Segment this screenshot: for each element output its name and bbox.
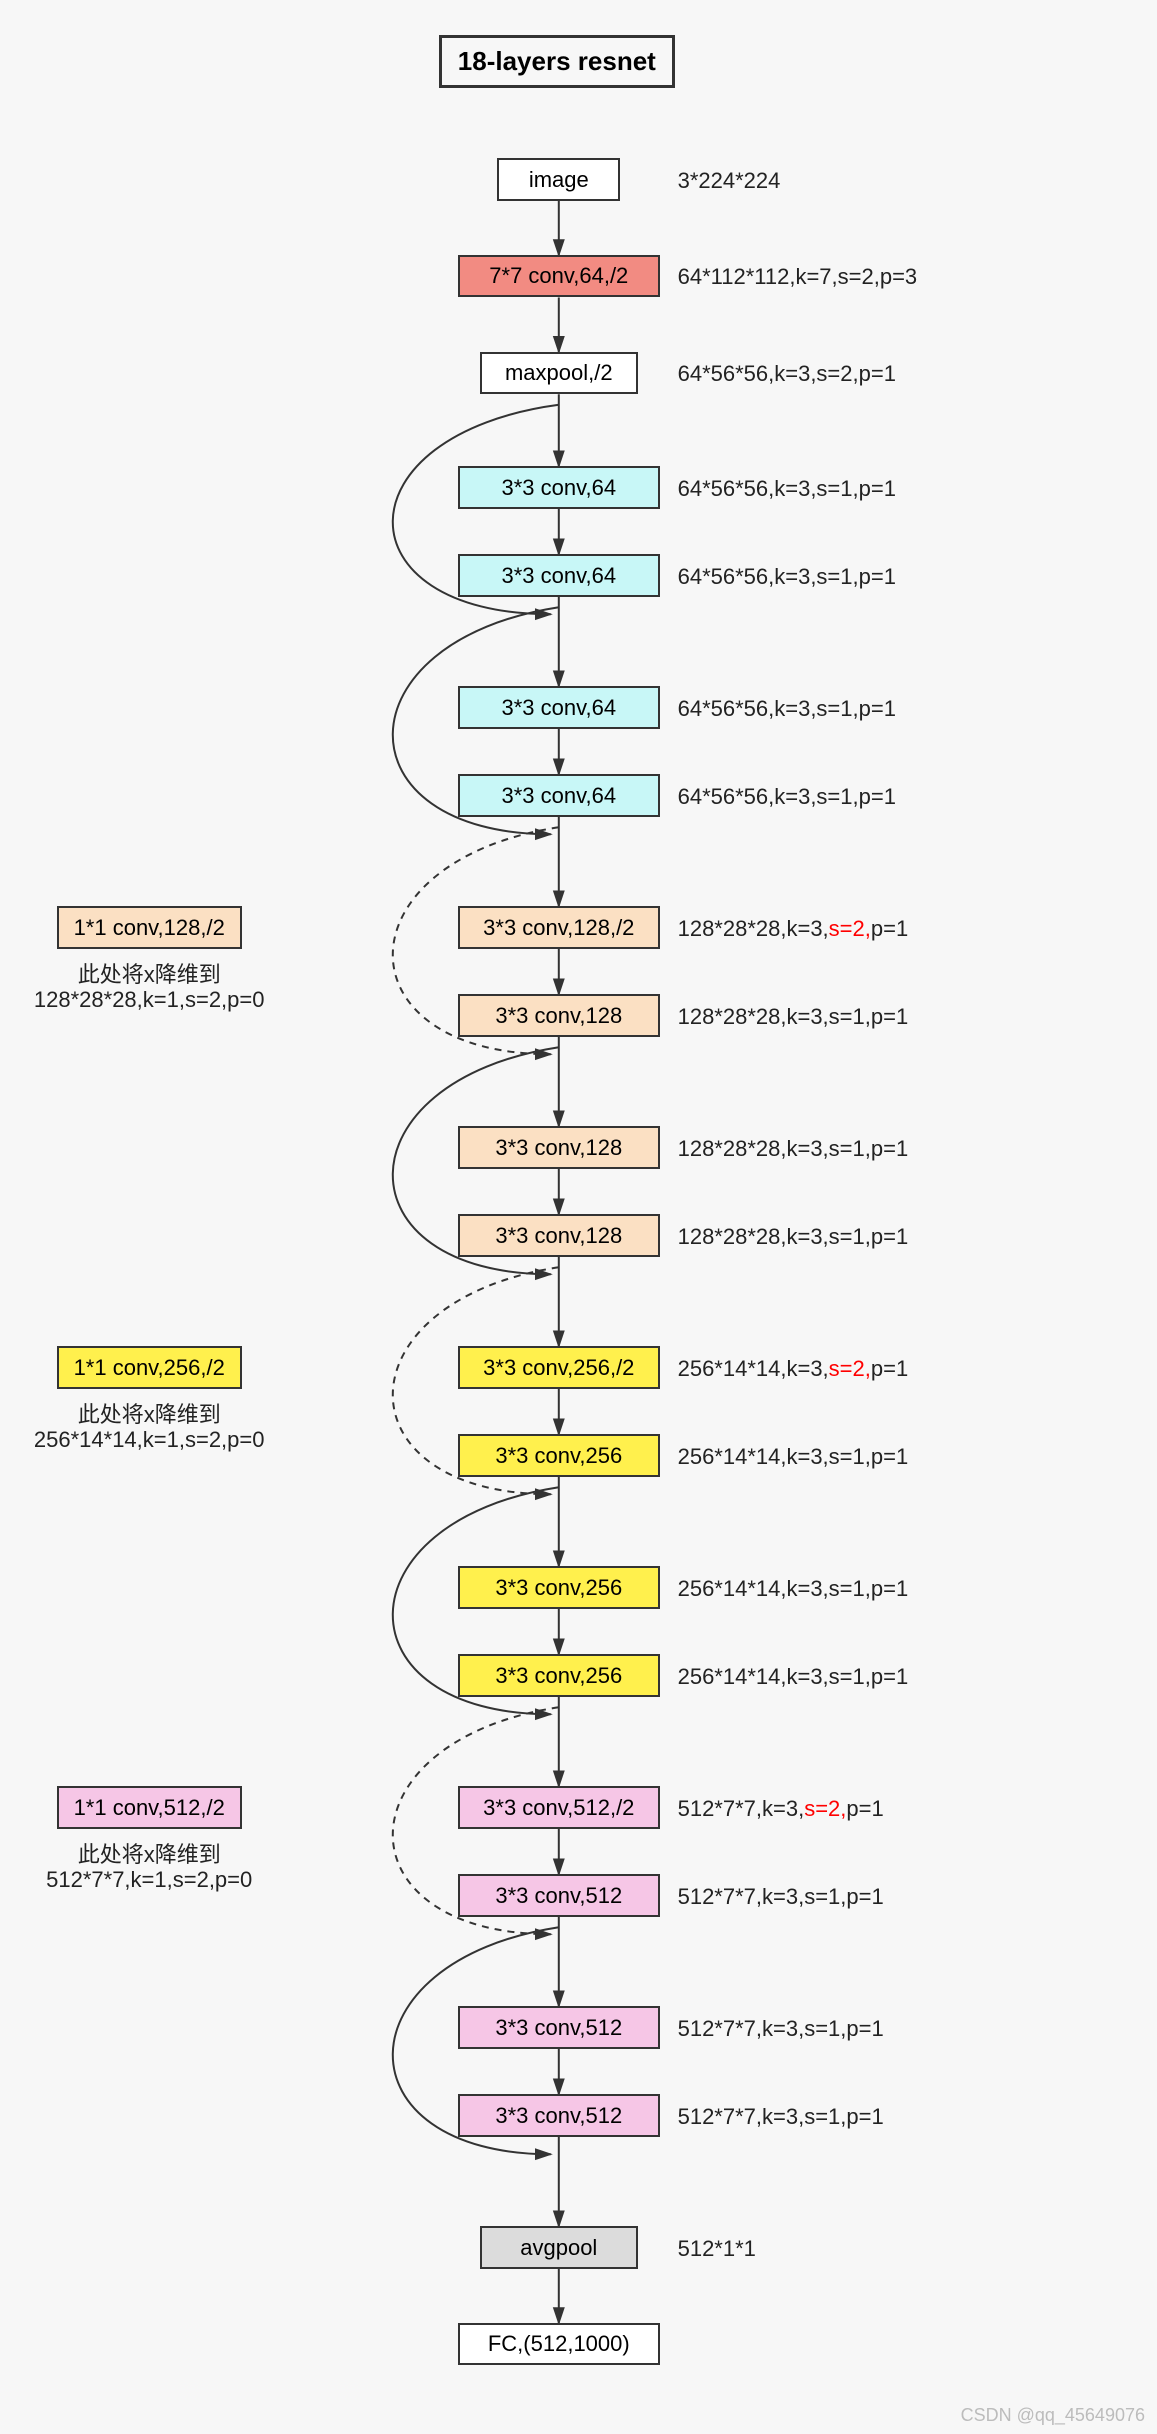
diagram-canvas: 18-layers resnet image 7*7 conv,64,/2 maxpo… xyxy=(0,0,1157,2434)
annot-red: s=2, xyxy=(829,1356,871,1381)
node-label: 3*3 conv,512,/2 xyxy=(483,1795,634,1821)
node-label: 3*3 conv,256,/2 xyxy=(483,1355,634,1381)
node-label: 3*3 conv,128,/2 xyxy=(483,915,634,941)
sidebox-label: 1*1 conv,128,/2 xyxy=(74,915,225,941)
annot-c512b2: 512*7*7,k=3,s=1,p=1 xyxy=(678,2104,884,2130)
sidebox-label: 1*1 conv,512,/2 xyxy=(74,1795,225,1821)
node-c256a1: 3*3 conv,256,/2 xyxy=(458,1346,660,1388)
annot-c512a1: 512*7*7,k=3,s=2,p=1 xyxy=(678,1796,884,1822)
annot-c128b2: 128*28*28,k=3,s=1,p=1 xyxy=(678,1224,909,1250)
annot-c64b1: 64*56*56,k=3,s=1,p=1 xyxy=(678,696,896,722)
node-label: 3*3 conv,256 xyxy=(495,1575,622,1601)
node-c128a2: 3*3 conv,128 xyxy=(458,994,660,1036)
node-label: 7*7 conv,64,/2 xyxy=(489,263,628,289)
annot-maxpool: 64*56*56,k=3,s=2,p=1 xyxy=(678,361,896,387)
node-label: 3*3 conv,512 xyxy=(495,2015,622,2041)
node-label: 3*3 conv,64 xyxy=(502,563,617,589)
annot-c256b1: 256*14*14,k=3,s=1,p=1 xyxy=(678,1576,909,1602)
annot-red: s=2, xyxy=(804,1796,846,1821)
annot-c128a2: 128*28*28,k=3,s=1,p=1 xyxy=(678,1004,909,1030)
node-label: 3*3 conv,64 xyxy=(502,695,617,721)
node-maxpool: maxpool,/2 xyxy=(480,352,638,394)
node-c512a1: 3*3 conv,512,/2 xyxy=(458,1786,660,1828)
node-avgpool: avgpool xyxy=(480,2226,638,2268)
sidebox-label: 1*1 conv,256,/2 xyxy=(74,1355,225,1381)
node-label: 3*3 conv,256 xyxy=(495,1663,622,1689)
annot-post: p=1 xyxy=(871,916,908,941)
node-label: maxpool,/2 xyxy=(505,360,613,386)
node-conv1: 7*7 conv,64,/2 xyxy=(458,255,660,297)
annot-pre: 256*14*14,k=3, xyxy=(678,1356,829,1381)
node-label: 3*3 conv,512 xyxy=(495,1883,622,1909)
node-c256b1: 3*3 conv,256 xyxy=(458,1566,660,1608)
node-c512b1: 3*3 conv,512 xyxy=(458,2006,660,2048)
annot-c64a2: 64*56*56,k=3,s=1,p=1 xyxy=(678,564,896,590)
watermark: CSDN @qq_45649076 xyxy=(961,2405,1145,2426)
annot-c256a1: 256*14*14,k=3,s=2,p=1 xyxy=(678,1356,909,1382)
node-label: 3*3 conv,64 xyxy=(502,783,617,809)
annot-pre: 128*28*28,k=3, xyxy=(678,916,829,941)
annot-pre: 512*7*7,k=3, xyxy=(678,1796,805,1821)
annot-c512b1: 512*7*7,k=3,s=1,p=1 xyxy=(678,2016,884,2042)
diagram-title: 18-layers resnet xyxy=(439,35,675,88)
node-label: 3*3 conv,128 xyxy=(495,1003,622,1029)
sidebox-sub1: 此处将x降维到 xyxy=(37,957,262,989)
annot-post: p=1 xyxy=(846,1796,883,1821)
node-c128a1: 3*3 conv,128,/2 xyxy=(458,906,660,948)
node-img: image xyxy=(497,158,620,200)
node-label: 3*3 conv,64 xyxy=(502,475,617,501)
node-label: 3*3 conv,256 xyxy=(495,1443,622,1469)
node-label: 3*3 conv,128 xyxy=(495,1223,622,1249)
annot-avgpool: 512*1*1 xyxy=(678,2236,756,2262)
node-label: image xyxy=(529,167,589,193)
node-fc: FC,(512,1000) xyxy=(458,2323,660,2365)
node-c256a2: 3*3 conv,256 xyxy=(458,1434,660,1476)
node-c128b1: 3*3 conv,128 xyxy=(458,1126,660,1168)
node-label: FC,(512,1000) xyxy=(488,2331,630,2357)
sidebox-sub1: 此处将x降维到 xyxy=(37,1837,262,1869)
annot-c256b2: 256*14*14,k=3,s=1,p=1 xyxy=(678,1664,909,1690)
node-label: 3*3 conv,512 xyxy=(495,2103,622,2129)
node-c64b2: 3*3 conv,64 xyxy=(458,774,660,816)
node-label: 3*3 conv,128 xyxy=(495,1135,622,1161)
node-c512a2: 3*3 conv,512 xyxy=(458,1874,660,1916)
sidebox-c128a1: 1*1 conv,128,/2 xyxy=(57,906,242,948)
annot-c64a1: 64*56*56,k=3,s=1,p=1 xyxy=(678,476,896,502)
node-c64a1: 3*3 conv,64 xyxy=(458,466,660,508)
sidebox-c512a1: 1*1 conv,512,/2 xyxy=(57,1786,242,1828)
sidebox-c256a1: 1*1 conv,256,/2 xyxy=(57,1346,242,1388)
annot-img: 3*224*224 xyxy=(678,168,781,194)
annot-post: p=1 xyxy=(871,1356,908,1381)
node-c64b1: 3*3 conv,64 xyxy=(458,686,660,728)
sidebox-sub1: 此处将x降维到 xyxy=(37,1397,262,1429)
node-c128b2: 3*3 conv,128 xyxy=(458,1214,660,1256)
annot-conv1: 64*112*112,k=7,s=2,p=3 xyxy=(678,264,918,290)
sidebox-sub2: 512*7*7,k=1,s=2,p=0 xyxy=(27,1867,272,1893)
annot-c512a2: 512*7*7,k=3,s=1,p=1 xyxy=(678,1884,884,1910)
annot-c128a1: 128*28*28,k=3,s=2,p=1 xyxy=(678,916,909,942)
node-label: avgpool xyxy=(520,2235,597,2261)
node-c64a2: 3*3 conv,64 xyxy=(458,554,660,596)
node-c256b2: 3*3 conv,256 xyxy=(458,1654,660,1696)
node-c512b2: 3*3 conv,512 xyxy=(458,2094,660,2136)
annot-c64b2: 64*56*56,k=3,s=1,p=1 xyxy=(678,784,896,810)
sidebox-sub2: 128*28*28,k=1,s=2,p=0 xyxy=(27,987,272,1013)
annot-c128b1: 128*28*28,k=3,s=1,p=1 xyxy=(678,1136,909,1162)
annot-c256a2: 256*14*14,k=3,s=1,p=1 xyxy=(678,1444,909,1470)
sidebox-sub2: 256*14*14,k=1,s=2,p=0 xyxy=(27,1427,272,1453)
annot-red: s=2, xyxy=(829,916,871,941)
